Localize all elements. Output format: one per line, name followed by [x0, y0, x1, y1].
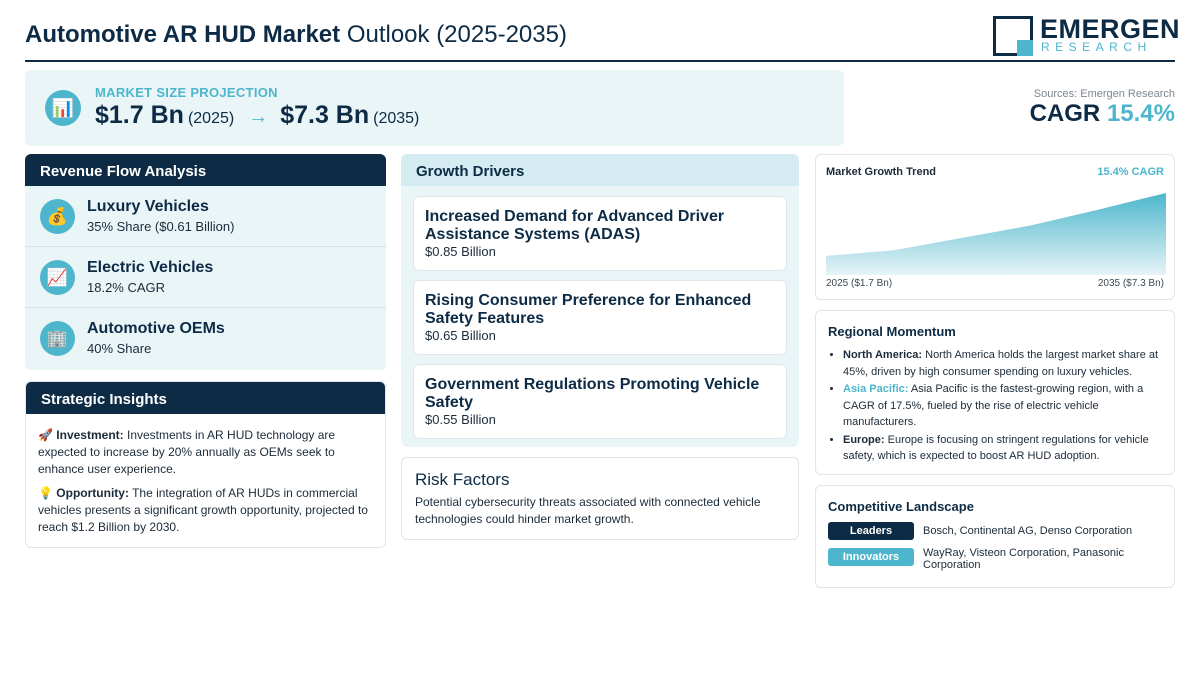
region-text: Europe is focusing on stringent regulati… [843, 433, 1149, 463]
strategic-insights-body: 🚀 Investment: Investments in AR HUD tech… [26, 414, 385, 536]
opportunity-label: Opportunity: [56, 486, 129, 500]
projection-values: $1.7 Bn (2025) → $7.3 Bn (2035) [95, 101, 419, 130]
page-title: Automotive AR HUD Market Outlook (2025-2… [25, 21, 567, 49]
region-name: Asia Pacific: [843, 383, 909, 395]
innovators-badge: Innovators [828, 548, 914, 566]
driver-title: Government Regulations Promoting Vehicle… [425, 376, 760, 411]
innovators-names: WayRay, Visteon Corporation, Panasonic C… [923, 547, 1124, 571]
region-name: Europe: [843, 433, 885, 446]
emergen-logo: EMERGEN RESEARCH [993, 14, 1180, 56]
driver-title: Rising Consumer Preference for Enhanced … [425, 292, 752, 327]
revenue-item-detail: 35% Share ($0.61 Billion) [87, 219, 235, 234]
strategic-insights-title: Strategic Insights [26, 382, 385, 414]
cagr-label: CAGR [1029, 100, 1101, 127]
x-end-label: 2035 ($7.3 Bn) [1097, 278, 1164, 289]
logo-mark-icon [993, 16, 1033, 56]
strategic-insights-card: Strategic Insights 🚀 Investment: Investm… [25, 381, 386, 548]
regional-list: North America: North America holds the l… [843, 347, 1163, 466]
logo-word: EMERGEN [1040, 14, 1181, 44]
projection-label: MARKET SIZE PROJECTION [95, 85, 278, 100]
region-item-north-america: North America: North America holds the l… [843, 347, 1163, 380]
region-name: North America: [843, 349, 923, 361]
chart-annotation: 15.4% CAGR [1097, 166, 1164, 178]
start-value: $1.7 Bn [95, 101, 184, 129]
region-text: North America holds the largest market s… [843, 349, 1159, 378]
driver-value: $0.85 Billion [425, 244, 496, 259]
chart-title: Market Growth Trend [826, 166, 937, 178]
revenue-flow-card: Revenue Flow Analysis 💰 Luxury Vehicles … [25, 154, 386, 370]
driver-item: Rising Consumer Preference for Enhanced … [413, 280, 787, 355]
growth-area-chart [826, 193, 1166, 275]
investment-label: Investment: [56, 428, 124, 442]
regional-momentum-title: Regional Momentum [828, 324, 956, 339]
opportunity-insight: 💡 Opportunity: The integration of AR HUD… [38, 485, 373, 536]
cagr-summary: CAGR 15.4% [1030, 100, 1175, 128]
risk-factors-card: Risk Factors Potential cybersecurity thr… [401, 457, 799, 540]
leaders-names: Bosch, Continental AG, Denso Corporation [923, 525, 1133, 537]
header: Automotive AR HUD Market Outlook (2025-2… [25, 12, 1180, 62]
revenue-item-detail: 18.2% CAGR [87, 280, 166, 295]
bar-chart-icon: 📊 [45, 90, 81, 126]
revenue-item-oems: 🏢 Automotive OEMs 40% Share [25, 308, 386, 369]
start-year: (2025) [187, 110, 235, 127]
building-icon: 🏢 [40, 321, 75, 356]
revenue-item-name: Electric Vehicles [87, 259, 214, 276]
arrow-right-icon: → [248, 106, 269, 128]
revenue-flow-title: Revenue Flow Analysis [25, 154, 386, 186]
revenue-item-luxury: 💰 Luxury Vehicles 35% Share ($0.61 Billi… [25, 186, 386, 247]
revenue-item-name: Automotive OEMs [87, 320, 225, 337]
driver-item: Government Regulations Promoting Vehicle… [413, 364, 787, 439]
market-size-projection: 📊 MARKET SIZE PROJECTION $1.7 Bn (2025) → $… [25, 70, 844, 146]
investment-text: Investments in AR HUD technology are exp… [38, 428, 336, 476]
title-bold: Automotive AR HUD Market [25, 21, 341, 48]
risk-factors-text: Potential cybersecurity threats associat… [415, 495, 761, 526]
growth-drivers-card: Growth Drivers Increased Demand for Adva… [401, 154, 799, 447]
risk-factors-title: Risk Factors [415, 470, 510, 489]
region-item-asia-pacific: Asia Pacific: Asia Pacific is the fastes… [843, 381, 1163, 431]
trend-up-icon: 📈 [40, 260, 75, 295]
end-value: $7.3 Bn [280, 101, 370, 129]
end-year: (2035) [373, 110, 420, 127]
x-start-label: 2025 ($1.7 Bn) [826, 278, 893, 289]
opportunity-text: The integration of AR HUDs in commercial… [38, 486, 368, 534]
region-text: Asia Pacific is the fastest-growing regi… [843, 383, 1144, 428]
regional-momentum-card: Regional Momentum North America: North A… [815, 310, 1175, 475]
driver-value: $0.55 Billion [425, 412, 496, 427]
revenue-item-detail: 40% Share [87, 341, 152, 356]
money-bag-icon: 💰 [40, 199, 75, 234]
driver-value: $0.65 Billion [425, 328, 496, 343]
driver-item: Increased Demand for Advanced Driver Ass… [413, 196, 787, 271]
growth-area-series [826, 193, 1166, 275]
region-item-europe: Europe: Europe is focusing on stringent … [843, 432, 1163, 465]
revenue-item-name: Luxury Vehicles [87, 198, 209, 215]
title-rest: Outlook (2025-2035) [346, 21, 567, 48]
logo-subword: RESEARCH [1041, 40, 1152, 54]
cagr-value: 15.4% [1106, 100, 1175, 127]
growth-drivers-title: Growth Drivers [401, 154, 799, 186]
competitive-landscape-card: Competitive Landscape Leaders Bosch, Con… [815, 485, 1175, 588]
revenue-item-electric: 📈 Electric Vehicles 18.2% CAGR [25, 247, 386, 308]
market-growth-trend-card: Market Growth Trend 15.4% CAGR 2025 ($1.… [815, 154, 1175, 300]
sources-note: Sources: Emergen Research [1033, 88, 1175, 100]
driver-title: Increased Demand for Advanced Driver Ass… [425, 208, 725, 243]
leaders-badge: Leaders [828, 522, 914, 540]
lightbulb-icon: 💡 [38, 486, 53, 500]
investment-insight: 🚀 Investment: Investments in AR HUD tech… [38, 427, 373, 478]
rocket-icon: 🚀 [38, 428, 53, 442]
competitive-landscape-title: Competitive Landscape [828, 499, 974, 514]
